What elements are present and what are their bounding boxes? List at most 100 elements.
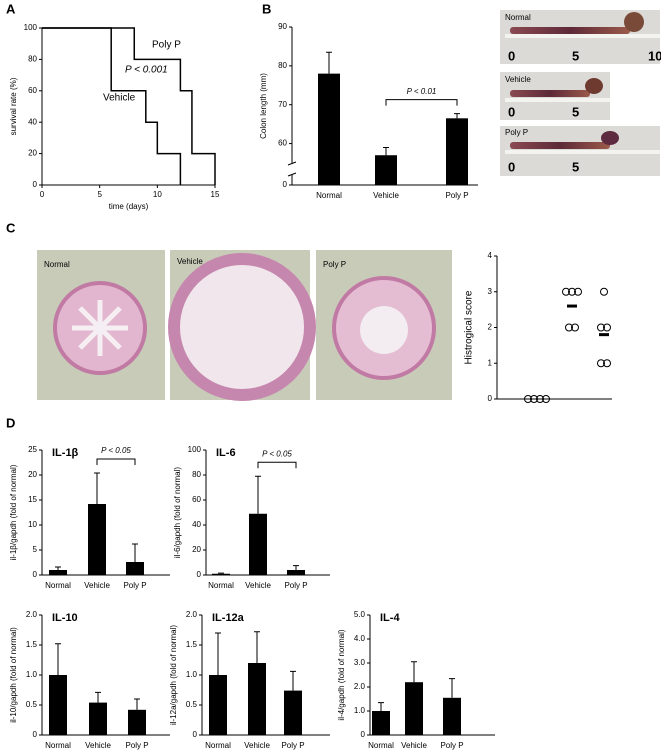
y-tick-label: 40 (192, 520, 201, 529)
y-tick-label: 0 (283, 180, 288, 189)
bar (443, 697, 461, 735)
chart-title: IL-12a (212, 612, 245, 624)
x-tick-label: Normal (208, 581, 234, 590)
y-tick-label: 10 (28, 520, 37, 529)
x-tick-label: Normal (205, 741, 231, 750)
ruler (505, 34, 660, 38)
y-axis-label: il-12a/gapdh (fold of normal) (169, 625, 178, 725)
bar (209, 675, 227, 735)
y-tick-label: 1.0 (26, 670, 38, 679)
error-bar (290, 670, 296, 691)
bar (49, 570, 67, 575)
y-tick-label: 20 (28, 149, 37, 158)
y-tick-label: 60 (192, 495, 201, 504)
y-axis-label: il-10/gapdh (fold of normal) (9, 627, 18, 723)
scale-number: 10 (648, 48, 661, 63)
x-tick-label: Normal (45, 741, 71, 750)
photo-label: Vehicle (505, 75, 531, 84)
error-bar (134, 698, 140, 710)
error-bar (55, 643, 61, 675)
y-tick-label: 60 (278, 139, 287, 148)
bar (88, 504, 106, 575)
error-bar (378, 702, 384, 711)
y-tick-label: 4.0 (354, 634, 366, 643)
error-bar (55, 566, 61, 570)
x-tick-label: Vehicle (401, 741, 427, 750)
x-axis-label: time (days) (109, 202, 149, 211)
x-tick-label: Vehicle (245, 581, 271, 590)
bar (405, 682, 423, 735)
bar (318, 73, 340, 185)
y-tick-label: 2 (488, 323, 493, 332)
y-tick-label: 100 (188, 445, 202, 454)
photo-label: Poly P (505, 128, 528, 137)
image-label: Vehicle (177, 257, 203, 266)
y-tick-label: 25 (28, 445, 37, 454)
y-tick-label: 1.0 (354, 706, 366, 715)
survival-curve (42, 27, 182, 185)
y-tick-label: 4 (488, 251, 493, 260)
data-point (565, 323, 573, 332)
bar (287, 570, 305, 575)
cecum (585, 78, 603, 94)
y-tick-label: 20 (192, 545, 201, 554)
error-bar (449, 678, 455, 698)
x-tick-label: Normal (45, 581, 71, 590)
annotation: P < 0.01 (407, 87, 437, 96)
scale-number: 5 (572, 48, 579, 63)
y-tick-label: 0 (33, 180, 38, 189)
image-label: Poly P (323, 260, 346, 269)
chart-title: IL-10 (52, 612, 78, 624)
x-tick-label: Poly P (284, 581, 307, 590)
y-tick-label: 2.0 (354, 682, 366, 691)
y-axis-label: il-1β/gapdh (fold of normal) (9, 464, 18, 560)
y-tick-label: 60 (28, 86, 37, 95)
error-bar (95, 691, 101, 703)
y-tick-label: 5.0 (354, 610, 366, 619)
bar (126, 562, 144, 575)
x-tick-label: Poly P (281, 741, 304, 750)
y-tick-label: 20 (28, 470, 37, 479)
y-tick-label: 1.5 (186, 640, 198, 649)
bar (284, 690, 302, 735)
bar (372, 711, 390, 735)
bar (212, 573, 230, 575)
error-bar (255, 475, 261, 514)
x-tick-label: Poly P (125, 741, 148, 750)
ruler (505, 150, 660, 154)
data-point (603, 359, 611, 368)
annotation: P < 0.05 (262, 449, 292, 458)
y-tick-label: 0 (33, 570, 38, 579)
data-point (574, 287, 582, 296)
y-tick-label: 3 (488, 287, 493, 296)
data-point (524, 395, 532, 403)
histology-images: Normal Vehicle Poly P (37, 250, 452, 401)
error-bar (383, 146, 389, 156)
scale-number: 5 (572, 159, 579, 174)
error-bar (218, 572, 224, 574)
scale-number: 0 (508, 48, 515, 63)
y-tick-label: 100 (24, 23, 38, 32)
data-point (562, 287, 570, 296)
y-tick-label: 1.0 (186, 670, 198, 679)
x-tick-label: Normal (368, 741, 394, 750)
colon (510, 142, 610, 149)
y-tick-label: 0 (488, 394, 493, 403)
series-label: Poly P (152, 40, 181, 51)
panel-label: C (6, 220, 16, 235)
colon-section (168, 253, 316, 401)
lumen (360, 306, 408, 354)
y-axis-label: Histrogical score (464, 290, 475, 364)
error-bar (94, 472, 100, 504)
x-tick-label: 10 (153, 190, 162, 199)
bar (249, 513, 267, 575)
data-point (568, 287, 576, 296)
data-point (530, 395, 538, 403)
cecum (624, 12, 644, 32)
y-tick-label: 0.5 (26, 700, 38, 709)
series-label: Vehicle (103, 93, 136, 104)
scale-number: 5 (572, 104, 579, 119)
lumen (72, 300, 128, 356)
scale-number: 0 (508, 104, 515, 119)
